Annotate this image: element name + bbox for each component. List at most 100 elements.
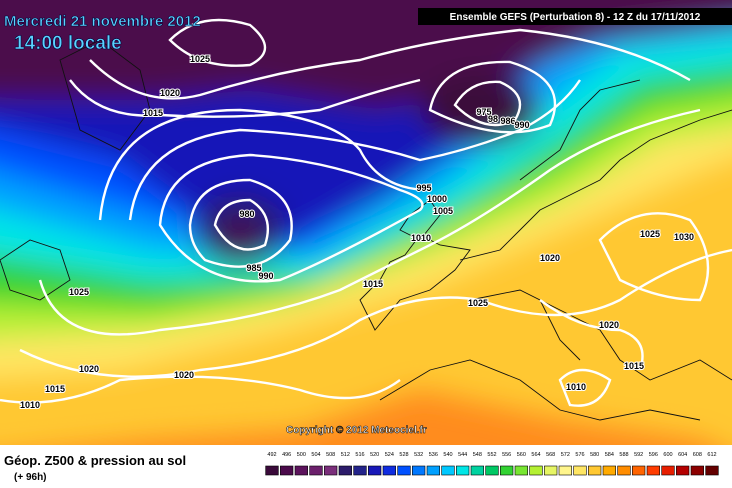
time-title: 14:00 locale	[14, 33, 122, 54]
scale-swatch	[309, 465, 323, 476]
isobar-label: 1020	[599, 320, 619, 330]
scale-swatch	[588, 465, 602, 476]
scale-label: 540	[443, 452, 452, 458]
scale-swatch	[265, 465, 279, 476]
scale-swatch	[558, 465, 572, 476]
scale-label: 524	[385, 452, 394, 458]
run-header: Ensemble GEFS (Perturbation 8) - 12 Z du…	[450, 12, 701, 23]
isobar-label: 1005	[433, 206, 453, 216]
scale-label: 576	[575, 452, 584, 458]
isobar-label: 990	[514, 120, 529, 130]
isobar-label: 1010	[20, 400, 40, 410]
scale-label: 504	[311, 452, 320, 458]
scale-label: 544	[458, 452, 467, 458]
isobar-label: 1015	[363, 279, 383, 289]
isobar-label: 990	[258, 271, 273, 281]
scale-swatch	[514, 465, 528, 476]
isobar-label: 98	[488, 114, 498, 124]
scale-swatch	[382, 465, 396, 476]
isobar-label: 1020	[79, 364, 99, 374]
scale-swatch	[397, 465, 411, 476]
isobar-label: 1020	[174, 370, 194, 380]
scale-label: 560	[517, 452, 526, 458]
isobar-label: 995	[416, 183, 431, 193]
isobar-label: 1025	[640, 229, 660, 239]
isobar-label: 985	[246, 263, 261, 273]
scale-swatch	[573, 465, 587, 476]
scale-swatch	[338, 465, 352, 476]
scale-swatch	[676, 465, 690, 476]
isobars	[0, 18, 732, 407]
scale-label: 588	[619, 452, 628, 458]
scale-label: 516	[355, 452, 364, 458]
scale-label: 492	[267, 452, 276, 458]
scale-label: 496	[282, 452, 291, 458]
scale-label: 600	[663, 452, 672, 458]
scale-swatch	[617, 465, 631, 476]
scale-label: 596	[649, 452, 658, 458]
isobar-label: 1015	[45, 384, 65, 394]
scale-label: 532	[414, 452, 423, 458]
isobar-label: 1000	[427, 194, 447, 204]
scale-label: 520	[370, 452, 379, 458]
isobar-label: 1025	[468, 298, 488, 308]
scale-swatch	[661, 465, 675, 476]
scale-label: 564	[531, 452, 540, 458]
scale-swatch	[529, 465, 543, 476]
isobar-label: 1025	[69, 287, 89, 297]
scale-label: 500	[297, 452, 306, 458]
scale-label: 568	[546, 452, 555, 458]
scale-label: 528	[399, 452, 408, 458]
scale-label: 580	[590, 452, 599, 458]
scale-label: 584	[605, 452, 614, 458]
scale-swatch	[602, 465, 616, 476]
scale-label: 556	[502, 452, 511, 458]
scale-swatch	[294, 465, 308, 476]
scale-label: 536	[429, 452, 438, 458]
scale-label: 608	[693, 452, 702, 458]
scale-swatch	[426, 465, 440, 476]
scale-swatch	[456, 465, 470, 476]
scale-swatch	[470, 465, 484, 476]
isobar-label: 1025	[190, 54, 210, 64]
scale-label: 548	[473, 452, 482, 458]
scale-swatch	[632, 465, 646, 476]
legend-title: Géop. Z500 & pression au sol	[4, 453, 186, 468]
scale-swatch	[690, 465, 704, 476]
scale-label: 592	[634, 452, 643, 458]
scale-swatch	[544, 465, 558, 476]
scale-swatch	[441, 465, 455, 476]
run-header-box	[418, 8, 732, 25]
isobar-label: 980	[239, 209, 254, 219]
isobar-label: 1010	[566, 382, 586, 392]
scale-swatch	[646, 465, 660, 476]
scale-swatch	[485, 465, 499, 476]
isobar-label: 1020	[160, 88, 180, 98]
isobar-label: 1015	[624, 361, 644, 371]
date-title: Mercredi 21 novembre 2012	[4, 13, 201, 30]
scale-swatch	[412, 465, 426, 476]
isobar-label: 1020	[540, 253, 560, 263]
isobar-label: 1010	[411, 233, 431, 243]
scale-label: 552	[487, 452, 496, 458]
scale-label: 604	[678, 452, 687, 458]
isobar-label: 986	[500, 116, 515, 126]
scale-label: 508	[326, 452, 335, 458]
isobar-label: 975	[476, 107, 491, 117]
scale-swatch	[353, 465, 367, 476]
legend-lead: (+ 96h)	[14, 472, 47, 483]
scale-swatch	[368, 465, 382, 476]
scale-swatch	[500, 465, 514, 476]
scale-swatch	[324, 465, 338, 476]
scale-swatch	[705, 465, 719, 476]
scale-label: 512	[341, 452, 350, 458]
scale-label: 612	[707, 452, 716, 458]
isobar-label: 1015	[143, 108, 163, 118]
copyright: Copyright © 2012 Meteociel.fr	[286, 425, 427, 436]
coastlines	[0, 39, 732, 421]
isobar-label: 1030	[674, 232, 694, 242]
scale-label: 572	[561, 452, 570, 458]
scale-swatch	[280, 465, 294, 476]
